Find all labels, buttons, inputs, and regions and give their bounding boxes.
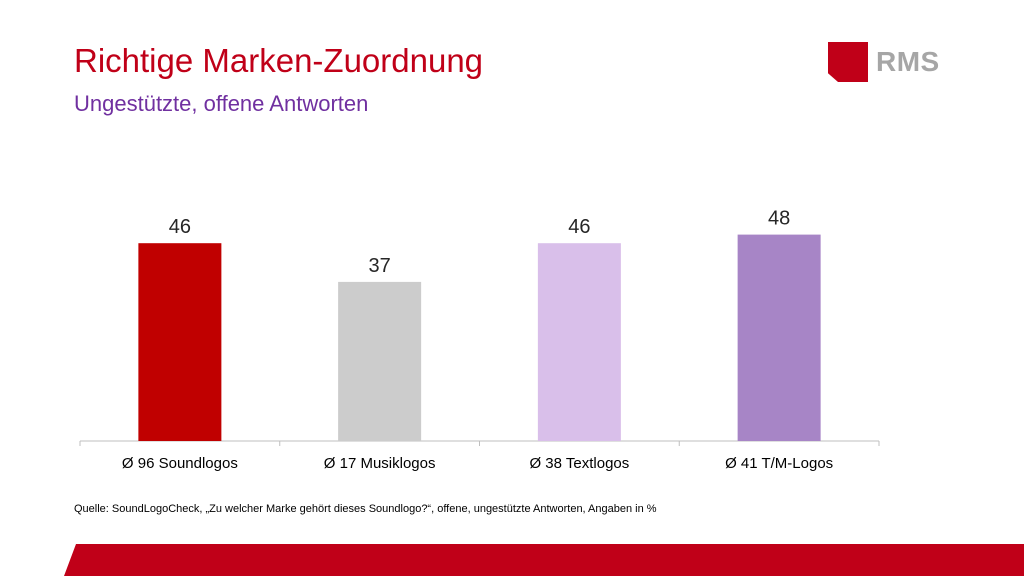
data-label: 46 <box>169 216 191 238</box>
data-label: 48 <box>768 208 790 230</box>
category-label: Ø 96 Soundlogos <box>122 455 238 472</box>
bar <box>537 243 621 441</box>
category-label: Ø 41 T/M-Logos <box>725 455 833 472</box>
page-subtitle: Ungestützte, offene Antworten <box>74 91 369 116</box>
bar <box>338 281 422 441</box>
bar <box>138 243 222 441</box>
source-note: Quelle: SoundLogoCheck, „Zu welcher Mark… <box>74 503 657 515</box>
logo-text: RMS <box>876 46 940 77</box>
logo-square-icon <box>828 42 868 82</box>
category-label: Ø 38 Textlogos <box>529 455 629 472</box>
category-label: Ø 17 Musiklogos <box>324 455 436 472</box>
page-title: Richtige Marken-Zuordnung <box>74 42 484 79</box>
data-label: 37 <box>369 255 391 277</box>
data-label: 46 <box>568 216 590 238</box>
footer-bar <box>0 544 1024 576</box>
bar <box>737 234 821 441</box>
rms-logo: RMS <box>828 42 950 82</box>
